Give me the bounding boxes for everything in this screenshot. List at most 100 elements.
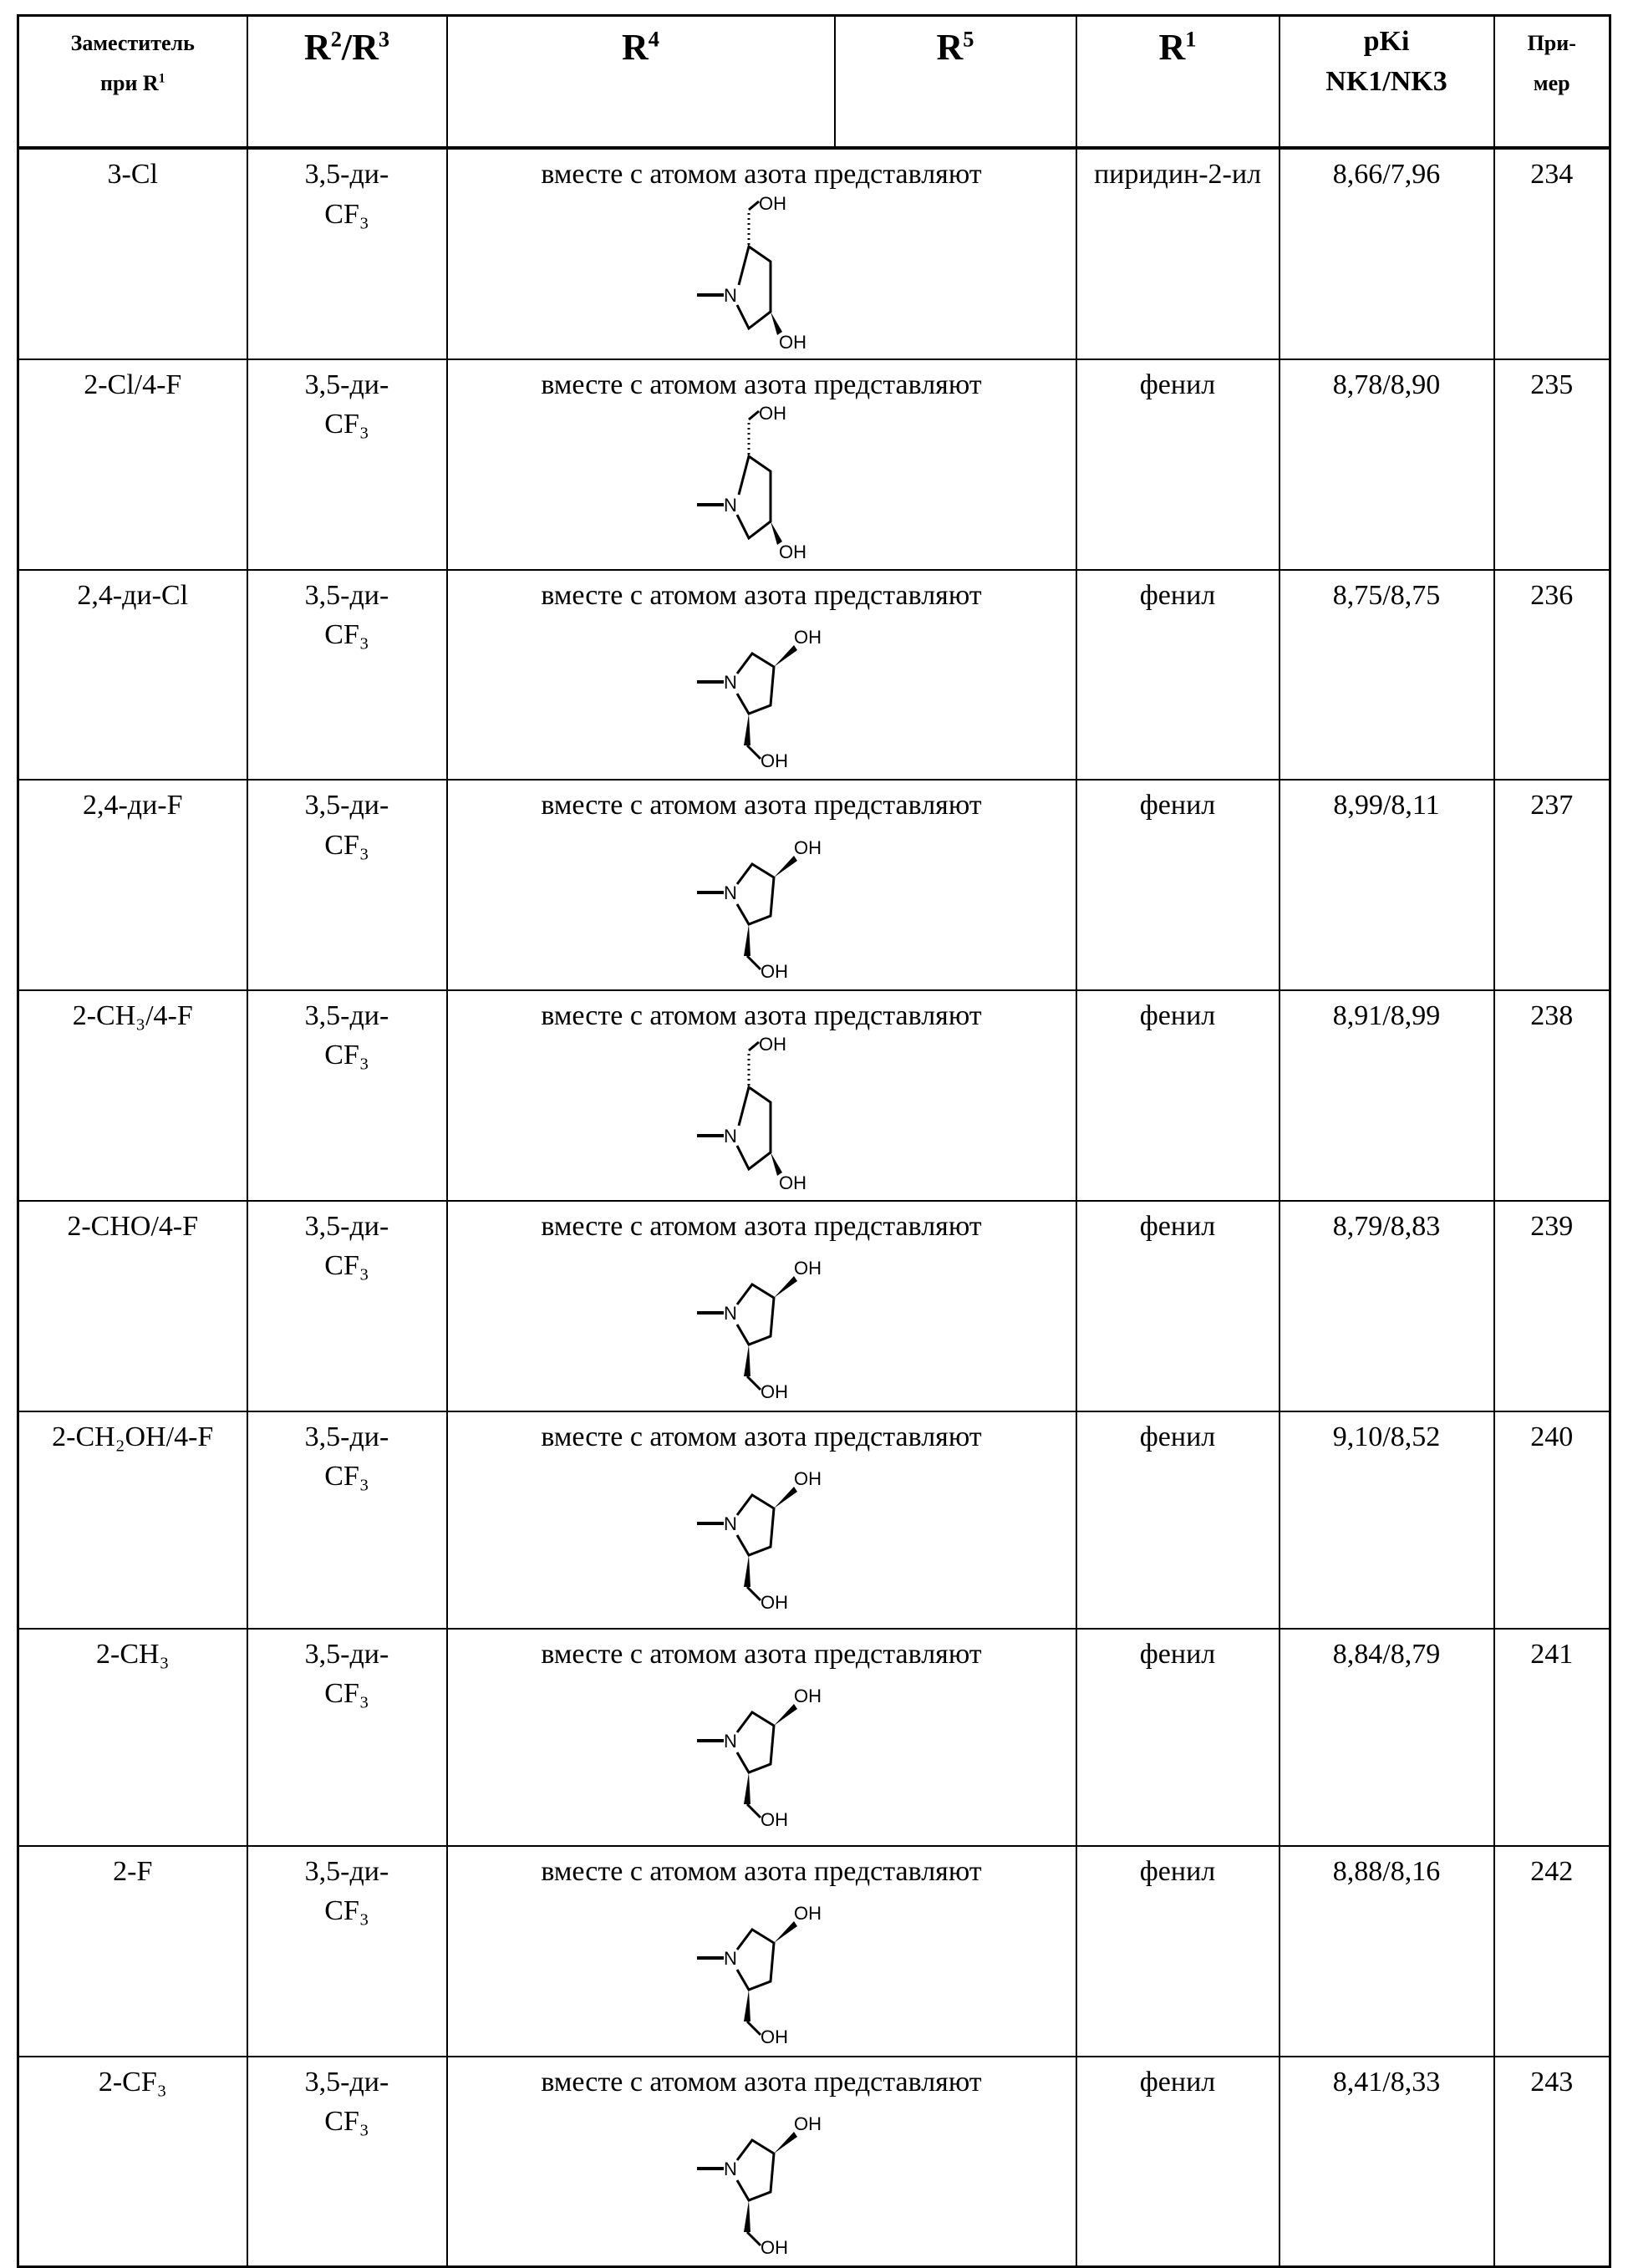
cell-pki: 8,78/8,90: [1280, 359, 1494, 570]
cell-pki: 8,99/8,11: [1280, 780, 1494, 990]
cell-r2-r3: 3,5-ди-CF₃: [247, 148, 447, 359]
atom-label: OH: [794, 1258, 822, 1279]
cell-r2-r3: 3,5-ди-CF₃: [247, 570, 447, 781]
cell-pki: 8,91/8,99: [1280, 990, 1494, 1201]
r23-line1: 3,5-ди-: [305, 2067, 389, 2098]
cell-r4-r5: вместе с атомом азота представляют N OH …: [447, 2057, 1076, 2267]
cell-r4-r5: вместе с атомом азота представляют N OH …: [447, 1201, 1076, 1411]
atom-label: OH: [794, 627, 822, 648]
cell-example: 242: [1494, 1846, 1610, 2057]
pyrrolidine-structure: N OH OH: [690, 195, 832, 353]
r4-text: вместе с атомом азота представляют: [451, 996, 1072, 1036]
table-row: 3-Cl 3,5-ди-CF₃ вместе с атомом азота пр…: [18, 148, 1610, 359]
cell-r4-r5: вместе с атомом азота представляют N OH …: [447, 359, 1076, 570]
cell-example: 243: [1494, 2057, 1610, 2267]
r23-line2: CF₃: [324, 1250, 369, 1281]
table-row: 2,4-ди-F 3,5-ди-CF₃ вместе с атомом азот…: [18, 780, 1610, 990]
header-text: R: [304, 27, 331, 68]
cell-example: 234: [1494, 148, 1610, 359]
cell-pki: 8,75/8,75: [1280, 570, 1494, 781]
cell-r1: фенил: [1076, 780, 1280, 990]
cell-substituent: 2,4-ди-Cl: [18, 570, 247, 781]
header-text: NK1/NK3: [1325, 66, 1447, 97]
cell-substituent: 2,4-ди-F: [18, 780, 247, 990]
header-text: /R: [342, 27, 379, 68]
cell-r4-r5: вместе с атомом азота представляют N OH …: [447, 148, 1076, 359]
table-row: 2-CF₃ 3,5-ди- CF₃ вместе с атомом азота п…: [18, 2057, 1610, 2267]
cell-r1: фенил: [1076, 2057, 1280, 2267]
pyrrolidine-structure: N OH OH: [690, 404, 832, 563]
atom-label: OH: [761, 1809, 788, 1830]
cell-r2-r3: 3,5-ди- CF₃: [247, 2057, 447, 2267]
cell-substituent: 2-CH₃/4-F: [18, 990, 247, 1201]
atom-label: N: [724, 285, 737, 306]
header-text: Заместитель: [71, 31, 195, 55]
cell-substituent: 2-CF₃: [18, 2057, 247, 2267]
r4-text: вместе с атомом азота представляют: [451, 1635, 1072, 1675]
atom-label: OH: [794, 837, 822, 858]
pyrrolidine-structure: N OH OH: [690, 2102, 832, 2260]
cell-r2-r3: 3,5-ди-CF₃: [247, 1846, 447, 2057]
header-sup: 5: [963, 26, 974, 51]
cell-example: 240: [1494, 1411, 1610, 1629]
cell-substituent: 3-Cl: [18, 148, 247, 359]
header-sup: 1: [1185, 26, 1196, 51]
cell-r1: фенил: [1076, 1201, 1280, 1411]
cell-r2-r3: 3,5-ди- CF₃: [247, 1201, 447, 1411]
r23-line2: CF₃: [324, 1895, 369, 1926]
r4-text: вместе с атомом азота представляют: [451, 576, 1072, 616]
header-r4: R4: [447, 16, 835, 149]
atom-label: N: [724, 1948, 737, 1969]
atom-label: OH: [761, 961, 788, 982]
r23-line1: 3,5-ди-: [305, 1211, 389, 1242]
cell-r2-r3: 3,5-ди-CF₃: [247, 780, 447, 990]
table-row: 2-CHO/4-F 3,5-ди-CF₃ вместе с атомом азо…: [18, 1201, 1610, 1411]
r4-text: вместе с атомом азота представляют: [451, 365, 1072, 405]
pyrrolidine-structure: N OH OH: [690, 1246, 832, 1405]
pyrrolidine-structure: N OH OH: [690, 1674, 832, 1833]
cell-example: 239: [1494, 1201, 1610, 1411]
atom-label: OH: [759, 1035, 786, 1055]
cell-example: 241: [1494, 1629, 1610, 1846]
r4-text: вместе с атомом азота представляют: [451, 1417, 1072, 1457]
header-text: при R: [100, 71, 159, 95]
header-row: Заместительпри R1 R2/R3 R4 R5 R1 pKiNK1/…: [18, 16, 1610, 149]
cell-r1: фенил: [1076, 570, 1280, 781]
pyrrolidine-structure: N OH OH: [690, 1035, 832, 1194]
header-text: R: [937, 27, 964, 68]
cell-r2-r3: 3,5-ди-CF₃: [247, 1629, 447, 1846]
table-row: 2,4-ди-Cl 3,5-ди-CF₃ вместе с атомом азо…: [18, 570, 1610, 781]
header-text: R: [1159, 27, 1186, 68]
r23-line2: CF₃: [324, 2106, 369, 2137]
cell-r1: фенил: [1076, 359, 1280, 570]
cell-r4-r5: вместе с атомом азота представляют N OH …: [447, 780, 1076, 990]
r4-text: вместе с атомом азота представляют: [451, 1207, 1072, 1247]
cell-r4-r5: вместе с атомом азота представляют N OH …: [447, 1629, 1076, 1846]
atom-label: N: [724, 882, 737, 903]
atom-label: N: [724, 672, 737, 693]
cell-example: 238: [1494, 990, 1610, 1201]
r4-text: вместе с атомом азота представляют: [451, 2062, 1072, 2103]
header-text: мер: [1534, 71, 1570, 95]
r23-line1: 3,5-ди-: [305, 1421, 389, 1452]
atom-label: OH: [761, 1381, 788, 1402]
cell-r1: фенил: [1076, 1411, 1280, 1629]
table-row: 2-F 3,5-ди-CF₃ вместе с атомом азота пре…: [18, 1846, 1610, 2057]
atom-label: OH: [779, 332, 806, 353]
header-text: При-: [1528, 31, 1576, 55]
atom-label: N: [724, 495, 737, 516]
header-r2-r3: R2/R3: [247, 16, 447, 149]
r23-line2: CF₃: [324, 1678, 369, 1709]
atom-label: N: [724, 1303, 737, 1324]
atom-label: OH: [794, 2113, 822, 2134]
atom-label: OH: [759, 195, 786, 214]
pyrrolidine-structure: N OH OH: [690, 615, 832, 774]
cell-r1: фенил: [1076, 1629, 1280, 1846]
cell-pki: 8,88/8,16: [1280, 1846, 1494, 2057]
cell-example: 237: [1494, 780, 1610, 990]
atom-label: OH: [761, 2026, 788, 2047]
header-r5: R5: [835, 16, 1076, 149]
r23-line2: CF₃: [324, 409, 369, 440]
r4-text: вместе с атомом азота представляют: [451, 155, 1072, 195]
header-r1: R1: [1076, 16, 1280, 149]
